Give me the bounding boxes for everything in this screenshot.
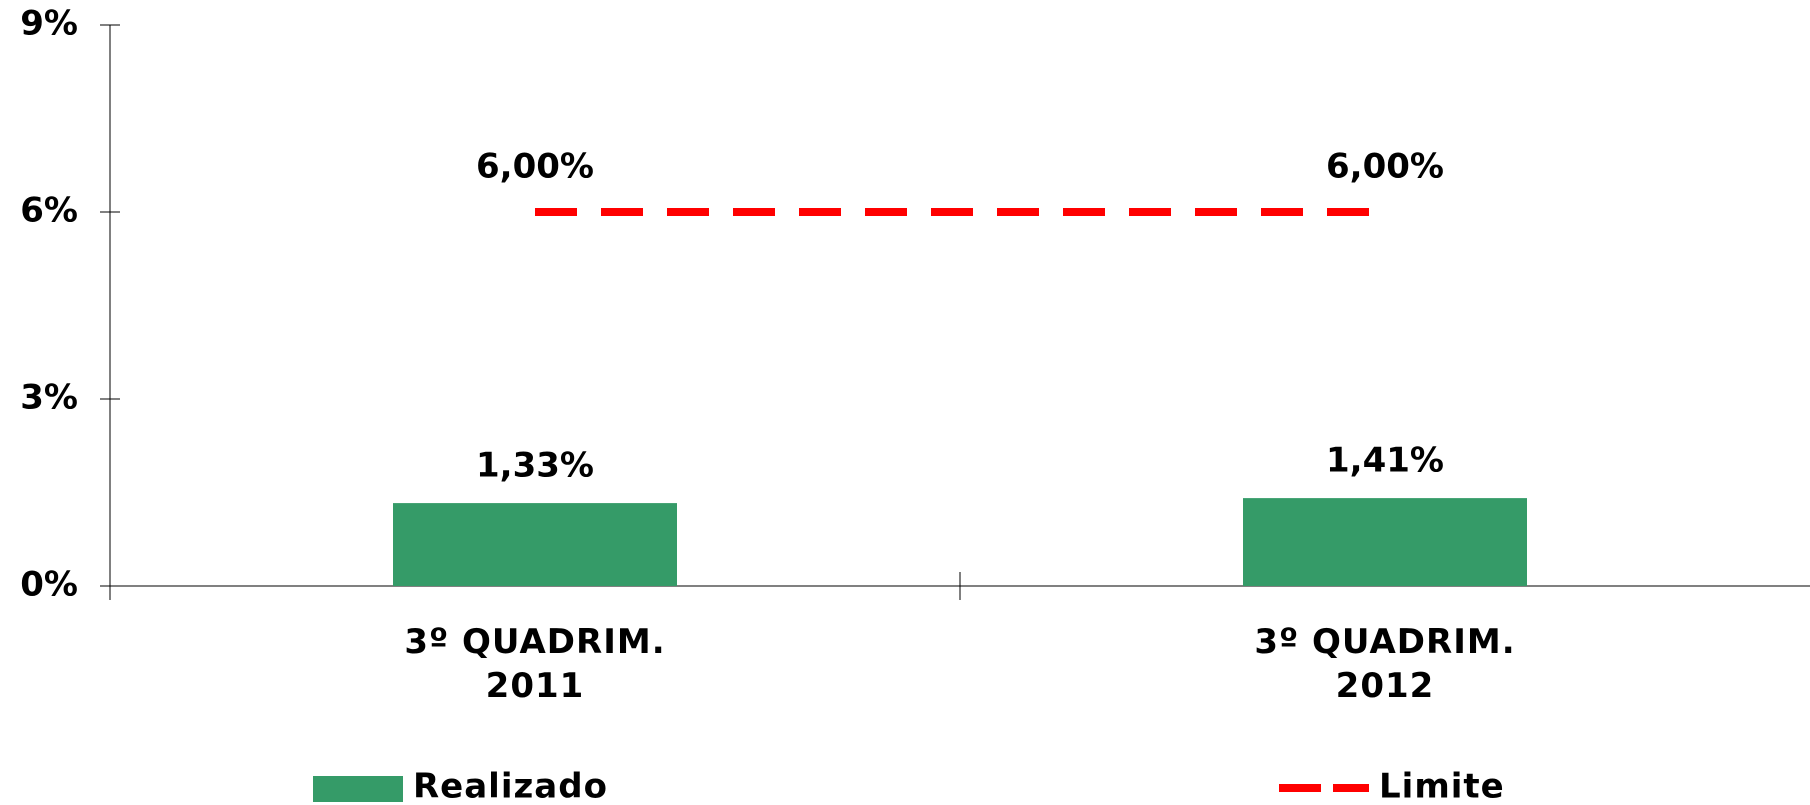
data-label: 6,00% xyxy=(1326,147,1444,187)
x-tick-label: 3º QUADRIM. 2012 xyxy=(1254,622,1516,706)
y-tick-label: 6% xyxy=(20,191,78,231)
data-label: 1,33% xyxy=(476,446,594,486)
x-tick-label: 3º QUADRIM. 2011 xyxy=(404,622,666,706)
legend-label: Realizado xyxy=(413,767,608,805)
bar xyxy=(1243,498,1527,586)
y-tick-label: 3% xyxy=(20,378,78,418)
y-tick-label: 0% xyxy=(20,565,78,605)
legend-label: Limite xyxy=(1379,767,1505,805)
data-label: 1,41% xyxy=(1326,441,1444,481)
legend-swatch xyxy=(313,776,403,802)
data-label: 6,00% xyxy=(476,147,594,187)
bar xyxy=(393,503,677,586)
y-tick-label: 9% xyxy=(20,4,78,44)
